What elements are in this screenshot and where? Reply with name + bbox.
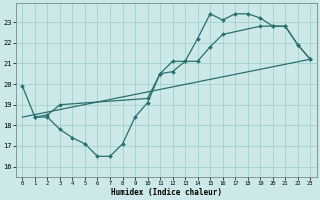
X-axis label: Humidex (Indice chaleur): Humidex (Indice chaleur) bbox=[111, 188, 222, 197]
